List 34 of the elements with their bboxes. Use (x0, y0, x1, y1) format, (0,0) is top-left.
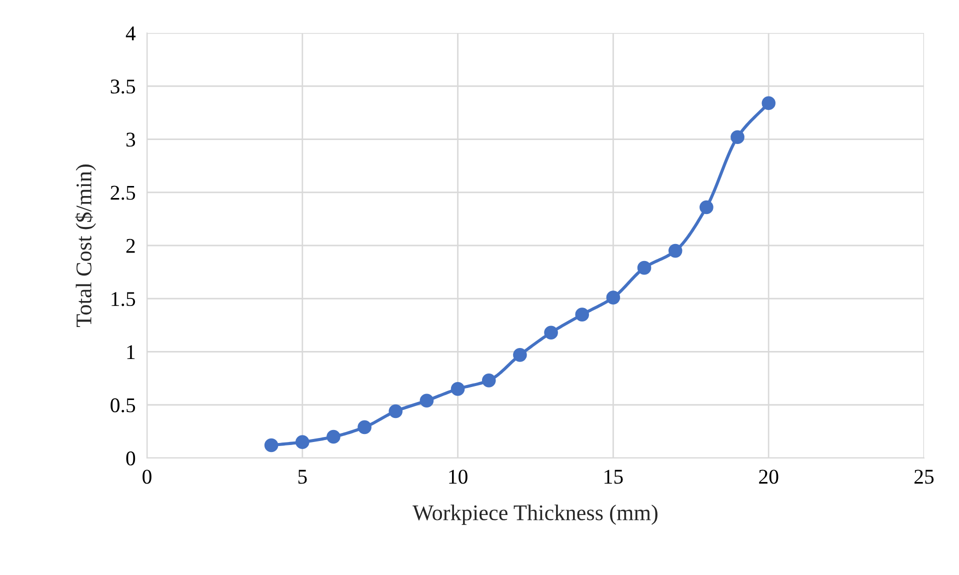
x-tick-label: 5 (298, 470, 307, 484)
point (730, 130, 744, 144)
y-tick-label: 0 (126, 451, 136, 466)
point (388, 404, 403, 418)
y-axis-title: Total Cost ($/min) (75, 164, 96, 328)
y-tick-label: 2.5 (110, 186, 136, 200)
point (668, 244, 682, 258)
point (482, 374, 496, 388)
y-tick-label: 3.5 (110, 80, 136, 94)
y-tick-label: 4 (126, 26, 136, 40)
point (326, 430, 340, 444)
point (450, 382, 465, 396)
y-tick-label: 3 (126, 132, 136, 147)
y-tick-label: 2 (126, 238, 135, 253)
point (637, 260, 652, 275)
point (358, 420, 372, 434)
y-tick-label: 1 (127, 345, 135, 359)
x-tick-label: 10 (449, 470, 468, 484)
point (295, 435, 310, 449)
point (544, 326, 558, 340)
x-tick-label: 20 (759, 470, 778, 484)
point (575, 308, 590, 322)
point (700, 200, 714, 214)
point (762, 96, 776, 110)
x-axis-title: Workpiece Thickness (mm) (412, 504, 658, 525)
y-tick-label: 0.5 (110, 398, 136, 412)
point (420, 394, 434, 408)
y-tick-label: 1.5 (112, 292, 136, 306)
x-tick-label: 15 (604, 470, 623, 484)
point (264, 438, 278, 452)
x-tick-label: 0 (142, 470, 152, 484)
point (606, 290, 620, 304)
x-tick-label: 25 (914, 470, 934, 484)
point (513, 348, 527, 362)
